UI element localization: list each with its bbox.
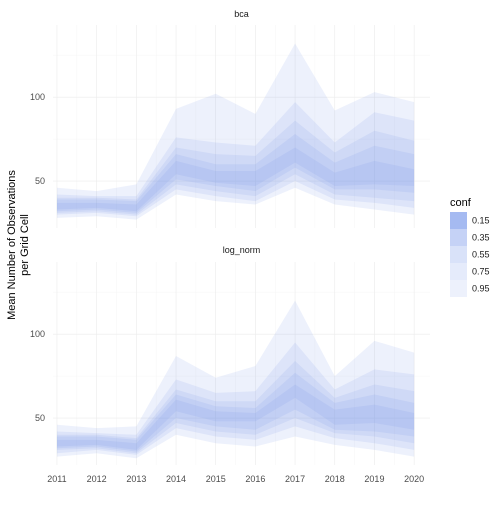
x-tick-label: 2016 xyxy=(245,474,265,484)
legend-key-swatch xyxy=(450,246,467,263)
x-tick-label: 2012 xyxy=(87,474,107,484)
confidence-band-0-75 xyxy=(56,102,415,217)
legend-key-bg xyxy=(450,280,467,297)
legend: conf 0.15 0.35 0.55 0.75 0.95 xyxy=(450,197,490,297)
x-tick-label: 2014 xyxy=(166,474,186,484)
confidence-band-0-15 xyxy=(56,147,415,212)
y-axis-title-line-2: per Grid Cell xyxy=(19,214,31,276)
x-tick-label: 2019 xyxy=(364,474,384,484)
confidence-band-0-55 xyxy=(56,360,415,454)
x-tick-label: 2020 xyxy=(404,474,424,484)
x-tick-label: 2018 xyxy=(325,474,345,484)
legend-key-bg xyxy=(450,246,467,263)
legend-title: conf xyxy=(450,197,472,209)
x-tick-label: 2013 xyxy=(126,474,146,484)
legend-key-swatch xyxy=(450,212,467,229)
x-tick-label: 2011 xyxy=(47,474,66,484)
y-tick-label: 50 xyxy=(35,413,45,423)
confidence-band-0-35 xyxy=(56,372,415,452)
confidence-band-0-95 xyxy=(56,300,415,459)
legend-item-label: 0.35 xyxy=(472,233,490,243)
legend-key-bg xyxy=(450,229,467,246)
x-tick-label: 2017 xyxy=(285,474,305,484)
x-axis: 2011 2012 2013 2014 2015 2016 2017 2018 2019 2020 xyxy=(47,474,424,484)
x-tick-label: 2015 xyxy=(206,474,226,484)
legend-key-swatch xyxy=(450,280,467,297)
y-axis-title-line-1: Mean Number of Observations xyxy=(6,170,18,320)
legend-key-swatch xyxy=(450,263,467,280)
facet-strip-label: log_norm xyxy=(223,245,261,255)
confidence-band-0-75 xyxy=(56,342,415,455)
y-tick-label: 100 xyxy=(30,92,45,102)
legend-item-label: 0.15 xyxy=(472,216,490,226)
legend-item-label: 0.55 xyxy=(472,250,490,260)
legend-key-bg xyxy=(450,263,467,280)
confidence-band-0-15 xyxy=(56,384,415,450)
panel-bca: 50 100 bca xyxy=(30,9,430,228)
confidence-band-0-35 xyxy=(56,134,415,213)
legend-item-label: 0.95 xyxy=(472,284,490,294)
legend-key-swatch xyxy=(450,229,467,246)
y-tick-label: 50 xyxy=(35,176,45,186)
y-tick-label: 100 xyxy=(30,329,45,339)
confidence-band-0-55 xyxy=(56,120,415,215)
legend-item-label: 0.75 xyxy=(472,267,490,277)
facet-strip-label: bca xyxy=(234,9,249,19)
confidence-band-0-95 xyxy=(56,43,415,220)
panel-log_norm: 50 100 log_norm xyxy=(30,245,430,465)
